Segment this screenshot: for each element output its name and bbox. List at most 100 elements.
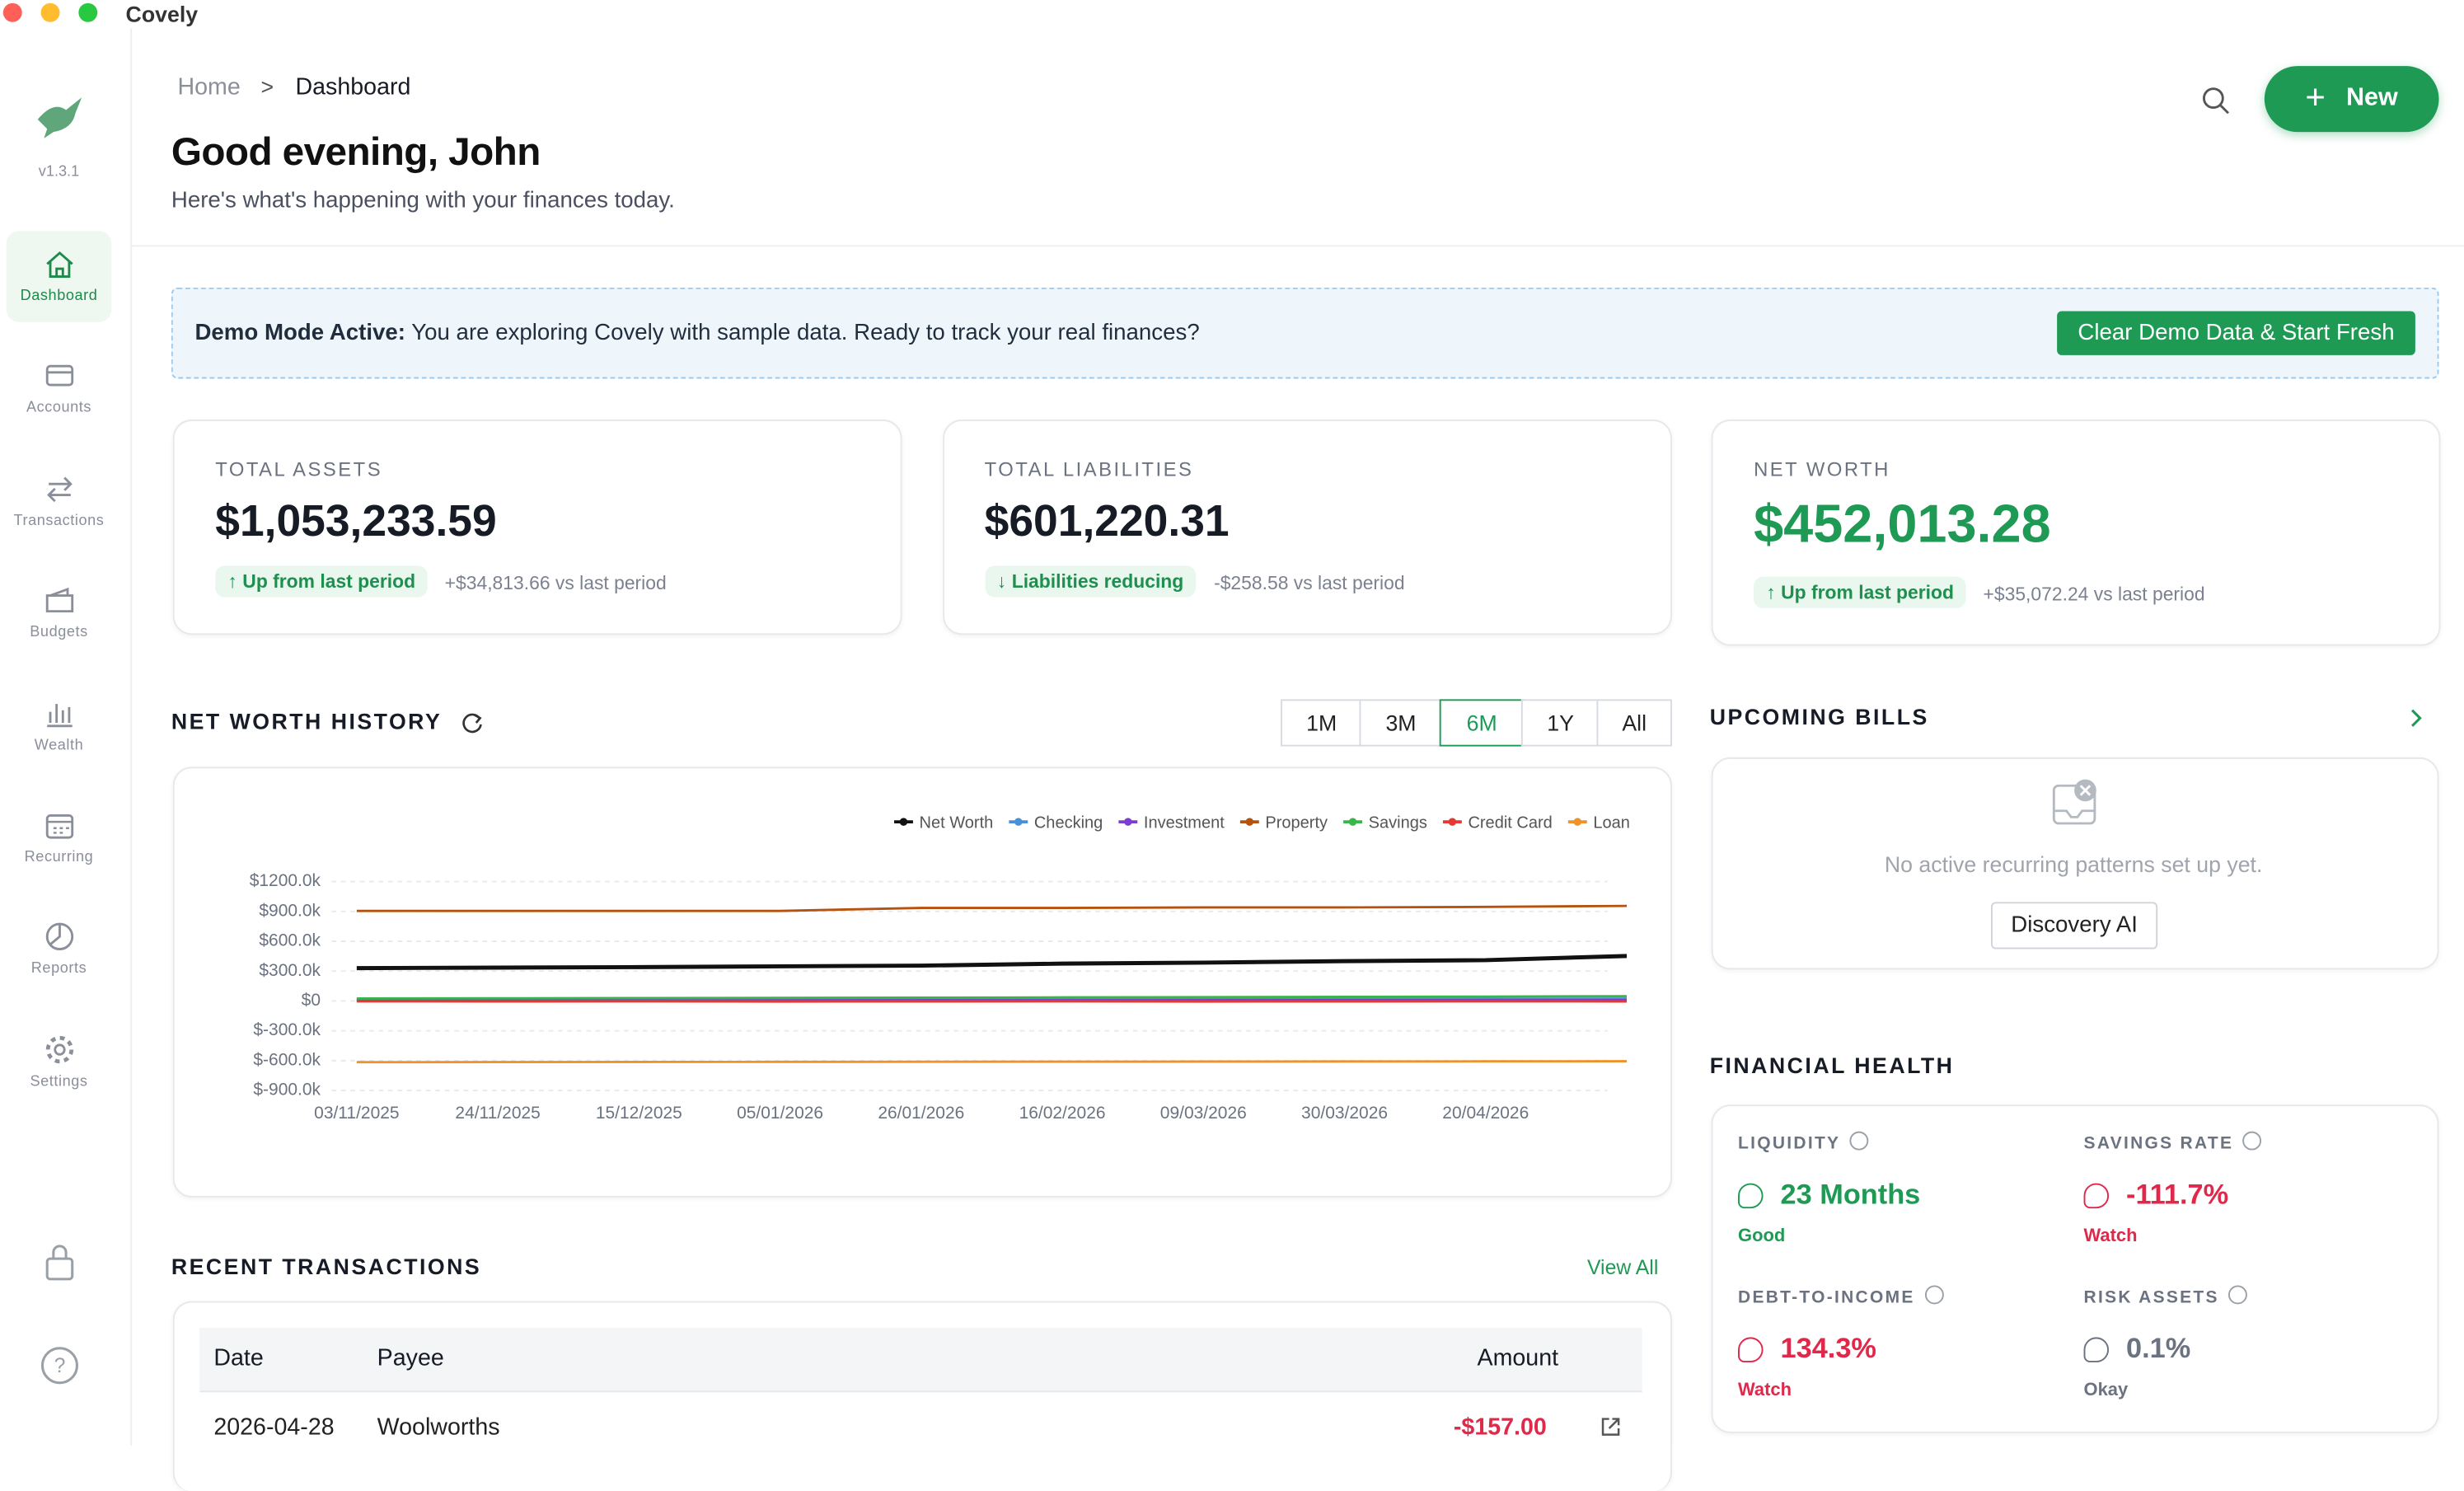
nav-item[interactable]: Accounts: [7, 343, 112, 434]
nav-icon: [42, 471, 77, 506]
subtitle: Here's what's happening with your financ…: [171, 189, 675, 214]
health-label: SAVINGS RATE: [2084, 1134, 2234, 1153]
info-icon[interactable]: [2242, 1132, 2261, 1151]
legend-dot: [1014, 818, 1023, 826]
range-button[interactable]: 1M: [1281, 699, 1362, 746]
card-label: NET WORTH: [1754, 459, 1890, 481]
breadcrumb-separator: >: [261, 74, 274, 100]
health-icon: [2084, 1337, 2110, 1362]
nav-label: Settings: [7, 1073, 112, 1090]
nav-label: Transactions: [7, 512, 112, 529]
x-tick-label: 26/01/2026: [878, 1104, 964, 1123]
demo-text: Demo Mode Active: You are exploring Cove…: [194, 321, 1199, 346]
nav-item[interactable]: Dashboard: [7, 231, 112, 322]
nav-item[interactable]: Wealth: [7, 680, 112, 771]
nav-label: Dashboard: [7, 288, 112, 305]
health-label: DEBT-TO-INCOME: [1738, 1288, 1915, 1307]
nav-item[interactable]: Recurring: [7, 792, 112, 884]
card-delta: -$258.58 vs last period: [1214, 572, 1405, 594]
breadcrumb-current: Dashboard: [295, 74, 410, 101]
column-header: Date: [213, 1345, 263, 1371]
health-icon: [1738, 1184, 1764, 1209]
health-value: -111.7%: [2126, 1179, 2228, 1212]
y-tick-label: $-900.0k: [253, 1081, 321, 1099]
nav-label: Budgets: [7, 624, 112, 641]
y-tick-label: $600.0k: [259, 931, 321, 950]
legend-dot: [1124, 818, 1132, 826]
transactions-title: RECENT TRANSACTIONS: [171, 1254, 481, 1279]
zoom-button[interactable]: [78, 3, 97, 22]
nav-item[interactable]: Transactions: [7, 455, 112, 546]
legend-label: Loan: [1593, 813, 1630, 832]
health-label: LIQUIDITY: [1738, 1134, 1840, 1153]
nav-label: Reports: [7, 961, 112, 978]
bills-empty: No active recurring patterns set up yet.: [1712, 851, 2436, 877]
x-tick-label: 24/11/2025: [455, 1104, 540, 1123]
range-button[interactable]: 6M: [1440, 699, 1525, 746]
nav-icon: [42, 584, 77, 618]
nav-icon: [42, 359, 77, 393]
health-card: [1712, 1104, 2439, 1432]
open-icon[interactable]: [1600, 1416, 1622, 1438]
range-button[interactable]: 1Y: [1521, 699, 1600, 746]
x-tick-label: 20/04/2026: [1442, 1104, 1529, 1123]
info-icon[interactable]: [1925, 1286, 1944, 1305]
legend-label: Investment: [1144, 813, 1225, 832]
help-icon[interactable]: ?: [40, 1345, 81, 1386]
new-button[interactable]: + New: [2265, 66, 2439, 132]
legend-label: Credit Card: [1468, 813, 1552, 832]
health-value: 0.1%: [2126, 1333, 2190, 1366]
legend-label: Net Worth: [920, 813, 994, 832]
card-badge: ↓ Liabilities reducing: [985, 565, 1197, 597]
cell-date: 2026-04-28: [213, 1414, 334, 1441]
card-value: $452,013.28: [1754, 495, 2051, 556]
nav-item[interactable]: Settings: [7, 1016, 112, 1108]
range-button[interactable]: All: [1596, 699, 1672, 746]
legend-label: Savings: [1369, 813, 1427, 832]
search-icon[interactable]: [2200, 85, 2232, 116]
lock-icon[interactable]: [41, 1241, 79, 1282]
column-header: Payee: [377, 1345, 444, 1371]
svg-text:?: ?: [54, 1355, 66, 1377]
summary-card: NET WORTH$452,013.28↑ Up from last perio…: [1712, 420, 2441, 646]
chart-title: NET WORTH HISTORY: [171, 709, 442, 734]
y-tick-label: $1200.0k: [250, 871, 321, 890]
health-icon: [1738, 1337, 1764, 1362]
nav-item[interactable]: Budgets: [7, 568, 112, 659]
nav-label: Wealth: [7, 736, 112, 753]
minimize-button[interactable]: [41, 3, 60, 22]
breadcrumb-home[interactable]: Home: [177, 74, 240, 101]
bills-chevron[interactable]: [2407, 707, 2426, 729]
cell-amount: -$157.00: [1454, 1414, 1547, 1441]
discovery-button[interactable]: Discovery AI: [1991, 902, 2157, 949]
demo-message: You are exploring Covely with sample dat…: [411, 321, 1200, 346]
column-header: Amount: [1477, 1345, 1558, 1371]
summary-card: TOTAL ASSETS$1,053,233.59↑ Up from last …: [173, 420, 902, 635]
legend-dot: [1449, 818, 1457, 826]
info-icon[interactable]: [1849, 1132, 1868, 1151]
nav-icon: [42, 696, 77, 730]
nav-item[interactable]: Reports: [7, 904, 112, 996]
y-tick-label: $-600.0k: [253, 1050, 321, 1069]
new-button-label: New: [2346, 66, 2398, 132]
legend-dot: [1349, 818, 1357, 826]
view-all-link[interactable]: View All: [1587, 1255, 1658, 1279]
refresh-icon[interactable]: [461, 710, 486, 736]
card-badge: ↑ Up from last period: [215, 565, 428, 597]
card-delta: +$34,813.66 vs last period: [445, 572, 667, 594]
legend-dot: [900, 818, 908, 826]
close-button[interactable]: [3, 3, 22, 22]
health-label: RISK ASSETS: [2084, 1288, 2219, 1307]
legend-dot: [1246, 818, 1254, 826]
clear-demo-button[interactable]: Clear Demo Data & Start Fresh: [2057, 311, 2415, 354]
y-tick-label: $300.0k: [259, 961, 321, 980]
health-status: Okay: [2084, 1381, 2129, 1400]
health-value: 134.3%: [1781, 1333, 1876, 1366]
range-button[interactable]: 3M: [1359, 699, 1442, 746]
series-line: [357, 906, 1627, 911]
info-icon[interactable]: [2228, 1286, 2247, 1305]
nav-label: Recurring: [7, 849, 112, 866]
x-tick-label: 09/03/2026: [1160, 1104, 1247, 1123]
chart-card: $-900.0k$-600.0k$-300.0k$0$300.0k$600.0k…: [173, 767, 1672, 1197]
